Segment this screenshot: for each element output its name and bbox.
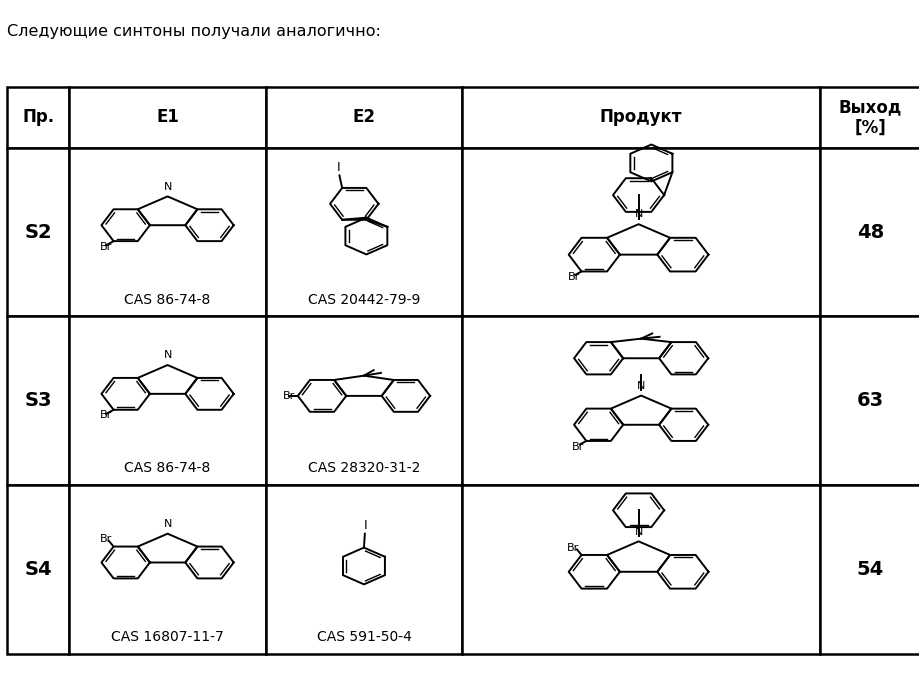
- Text: S4: S4: [25, 560, 52, 579]
- Text: S3: S3: [25, 391, 52, 410]
- Bar: [462, 485, 820, 654]
- Text: Пр.: Пр.: [22, 108, 54, 126]
- Bar: [820, 148, 919, 316]
- Text: CAS 16807-11-7: CAS 16807-11-7: [111, 630, 224, 644]
- Bar: [820, 87, 919, 148]
- Text: CAS 20442-79-9: CAS 20442-79-9: [308, 293, 420, 307]
- Bar: [266, 148, 462, 316]
- Text: 54: 54: [857, 560, 884, 579]
- Text: 63: 63: [857, 391, 884, 410]
- Text: CAS 591-50-4: CAS 591-50-4: [316, 630, 412, 644]
- Bar: [7, 87, 70, 148]
- Bar: [462, 148, 820, 316]
- Bar: [266, 316, 462, 485]
- Bar: [7, 316, 70, 485]
- Text: S2: S2: [25, 223, 52, 242]
- Bar: [266, 87, 462, 148]
- Text: Br: Br: [99, 534, 112, 545]
- Text: I: I: [364, 519, 368, 532]
- Bar: [820, 485, 919, 654]
- Text: N: N: [164, 350, 172, 360]
- Text: CAS 86-74-8: CAS 86-74-8: [124, 293, 210, 307]
- Text: E2: E2: [353, 108, 376, 126]
- Text: Выход
[%]: Выход [%]: [839, 98, 902, 137]
- Bar: [462, 87, 820, 148]
- Bar: [7, 148, 70, 316]
- Text: N: N: [164, 182, 172, 192]
- Bar: [7, 485, 70, 654]
- Text: Br: Br: [566, 543, 579, 553]
- Bar: [70, 148, 266, 316]
- Text: E1: E1: [156, 108, 179, 126]
- Text: Br: Br: [567, 272, 580, 282]
- Text: N: N: [164, 519, 172, 529]
- Text: N: N: [634, 527, 642, 537]
- Text: N: N: [634, 210, 642, 219]
- Text: Следующие синтоны получали аналогично:: Следующие синтоны получали аналогично:: [7, 24, 381, 40]
- Text: 48: 48: [857, 223, 884, 242]
- Text: Br: Br: [99, 242, 112, 252]
- Text: Br: Br: [283, 391, 295, 401]
- Text: CAS 86-74-8: CAS 86-74-8: [124, 462, 210, 475]
- Text: Br: Br: [573, 441, 584, 452]
- Bar: [462, 316, 820, 485]
- Bar: [266, 485, 462, 654]
- Text: Продукт: Продукт: [600, 108, 683, 126]
- Text: Br: Br: [99, 410, 112, 421]
- Text: I: I: [336, 161, 340, 174]
- Bar: [70, 87, 266, 148]
- Text: CAS 28320-31-2: CAS 28320-31-2: [308, 462, 420, 475]
- Bar: [70, 485, 266, 654]
- Text: N: N: [637, 382, 645, 391]
- Bar: [70, 316, 266, 485]
- Bar: [820, 316, 919, 485]
